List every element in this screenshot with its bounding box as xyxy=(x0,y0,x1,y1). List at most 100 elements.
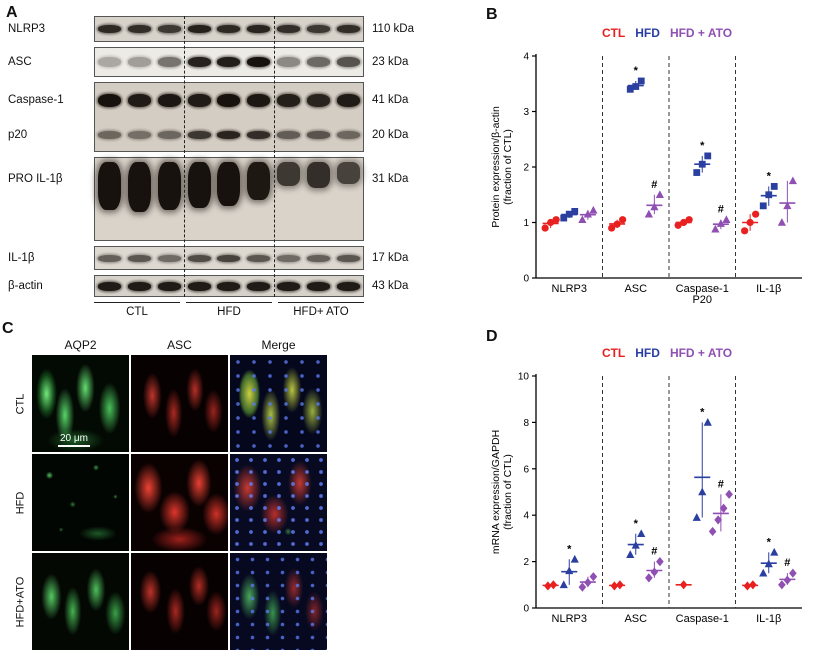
y-axis-label: mRNA expression/GAPDH xyxy=(490,430,502,554)
blot-row: ASC 23 kDa xyxy=(8,47,444,77)
molecular-weight-label: 23 kDa xyxy=(372,56,409,68)
blot-band xyxy=(247,254,271,262)
y-tick-label: 4 xyxy=(523,511,529,522)
blot-band xyxy=(128,57,152,67)
data-point xyxy=(584,577,592,588)
panel-c-label: C xyxy=(2,320,14,337)
column-header-merge: Merge xyxy=(261,338,296,352)
blot-strip xyxy=(94,118,364,152)
blot-band xyxy=(187,281,211,291)
data-point xyxy=(626,85,634,93)
blot-band xyxy=(336,94,360,107)
blot-band xyxy=(247,94,271,107)
data-point xyxy=(565,566,574,575)
data-point xyxy=(759,202,767,210)
blot-band xyxy=(276,254,300,262)
data-point xyxy=(764,559,773,568)
data-point xyxy=(650,567,659,577)
data-point xyxy=(711,224,720,233)
molecular-weight-label: 41 kDa xyxy=(372,94,409,106)
blot-band xyxy=(247,25,271,33)
x-category-label: P20 xyxy=(692,294,712,306)
blot-target-label: p20 xyxy=(8,129,28,141)
blot-band xyxy=(306,25,330,33)
x-category-label: Caspase-1 xyxy=(676,613,729,625)
data-point xyxy=(552,216,560,224)
blot-band xyxy=(98,57,122,67)
blot-band xyxy=(98,162,122,210)
data-point xyxy=(565,210,573,218)
blot-group-labels: CTL HFD HFD+ ATO xyxy=(94,302,364,318)
data-point xyxy=(674,221,682,229)
data-point xyxy=(716,219,725,227)
blot-band xyxy=(217,281,241,291)
protein-chart-block: CTL HFD HFD + ATO 0 1 2 3 4 NLRP3 ASC Caspase-1 P2… xyxy=(488,26,818,321)
molecular-weight-label: 43 kDa xyxy=(372,280,409,292)
if-row-hfd: HFD xyxy=(10,454,340,551)
row-label-hfd: HFD xyxy=(14,491,27,514)
if-image-hfd-aqp2 xyxy=(32,454,129,551)
molecular-weight-label: 20 kDa xyxy=(372,129,409,141)
y-tick-label: 6 xyxy=(523,464,529,475)
row-label-ctl: CTL xyxy=(14,393,26,414)
blot-band xyxy=(306,130,330,139)
blot-band xyxy=(187,25,211,33)
significance-marker: # xyxy=(718,478,724,490)
significance-marker: * xyxy=(700,140,705,152)
x-category-label: ASC xyxy=(624,283,647,295)
data-point xyxy=(783,201,792,210)
legend-item: HFD xyxy=(635,26,660,40)
x-category-label: NLRP3 xyxy=(552,613,587,625)
blot-band xyxy=(217,162,241,206)
data-point xyxy=(698,487,707,496)
blot-band xyxy=(276,162,300,186)
blot-strip xyxy=(94,47,364,77)
if-image-hfd-merge xyxy=(230,454,327,551)
data-point xyxy=(692,513,701,521)
significance-marker: * xyxy=(700,406,705,418)
blot-band xyxy=(217,130,241,139)
immunofluorescence-panel: AQP2 ASC Merge CTL 20 μm HFD HFD+ATO xyxy=(10,338,340,652)
blot-band xyxy=(276,94,300,107)
significance-marker: * xyxy=(634,65,639,77)
data-point xyxy=(626,550,635,558)
data-point xyxy=(583,209,592,218)
blot-band xyxy=(336,25,360,33)
blot-band xyxy=(306,254,330,262)
blot-band xyxy=(157,57,181,67)
blot-row: IL-1β 17 kDa xyxy=(8,246,444,270)
blot-band xyxy=(157,254,181,262)
significance-marker: # xyxy=(784,557,790,569)
blot-row: β-actin 43 kDa xyxy=(8,275,444,297)
blot-strip xyxy=(94,275,364,297)
data-point xyxy=(749,580,757,590)
blot-band xyxy=(247,130,271,139)
data-point xyxy=(778,580,786,590)
data-point xyxy=(559,580,568,589)
blot-band xyxy=(187,130,211,139)
data-point xyxy=(547,218,555,227)
row-label-hfdato: HFD+ATO xyxy=(14,576,27,627)
data-point xyxy=(655,190,664,199)
blot-band xyxy=(128,162,152,212)
chart-legend-b: CTL HFD HFD + ATO xyxy=(488,26,812,40)
data-point xyxy=(704,152,712,160)
data-point xyxy=(549,580,558,590)
data-point xyxy=(765,191,773,199)
blot-band xyxy=(98,130,122,139)
blot-strip xyxy=(94,82,364,118)
y-axis-label: (fraction of CTL) xyxy=(502,454,514,530)
legend-item: HFD + ATO xyxy=(669,346,733,360)
data-point xyxy=(578,215,587,224)
data-point xyxy=(656,557,664,567)
blot-band xyxy=(128,281,152,291)
data-point xyxy=(789,568,797,578)
blot-band xyxy=(336,57,360,67)
data-point xyxy=(741,227,749,235)
western-blot-panel: NLRP3 110 kDa ASC 23 kDa Caspase-1 41 kDa p20 2… xyxy=(8,16,444,318)
y-tick-label: 10 xyxy=(518,372,530,383)
y-tick-label: 1 xyxy=(523,218,529,229)
blot-band xyxy=(306,162,330,188)
group-label-ctl: CTL xyxy=(94,302,180,318)
molecular-weight-label: 17 kDa xyxy=(372,252,409,264)
